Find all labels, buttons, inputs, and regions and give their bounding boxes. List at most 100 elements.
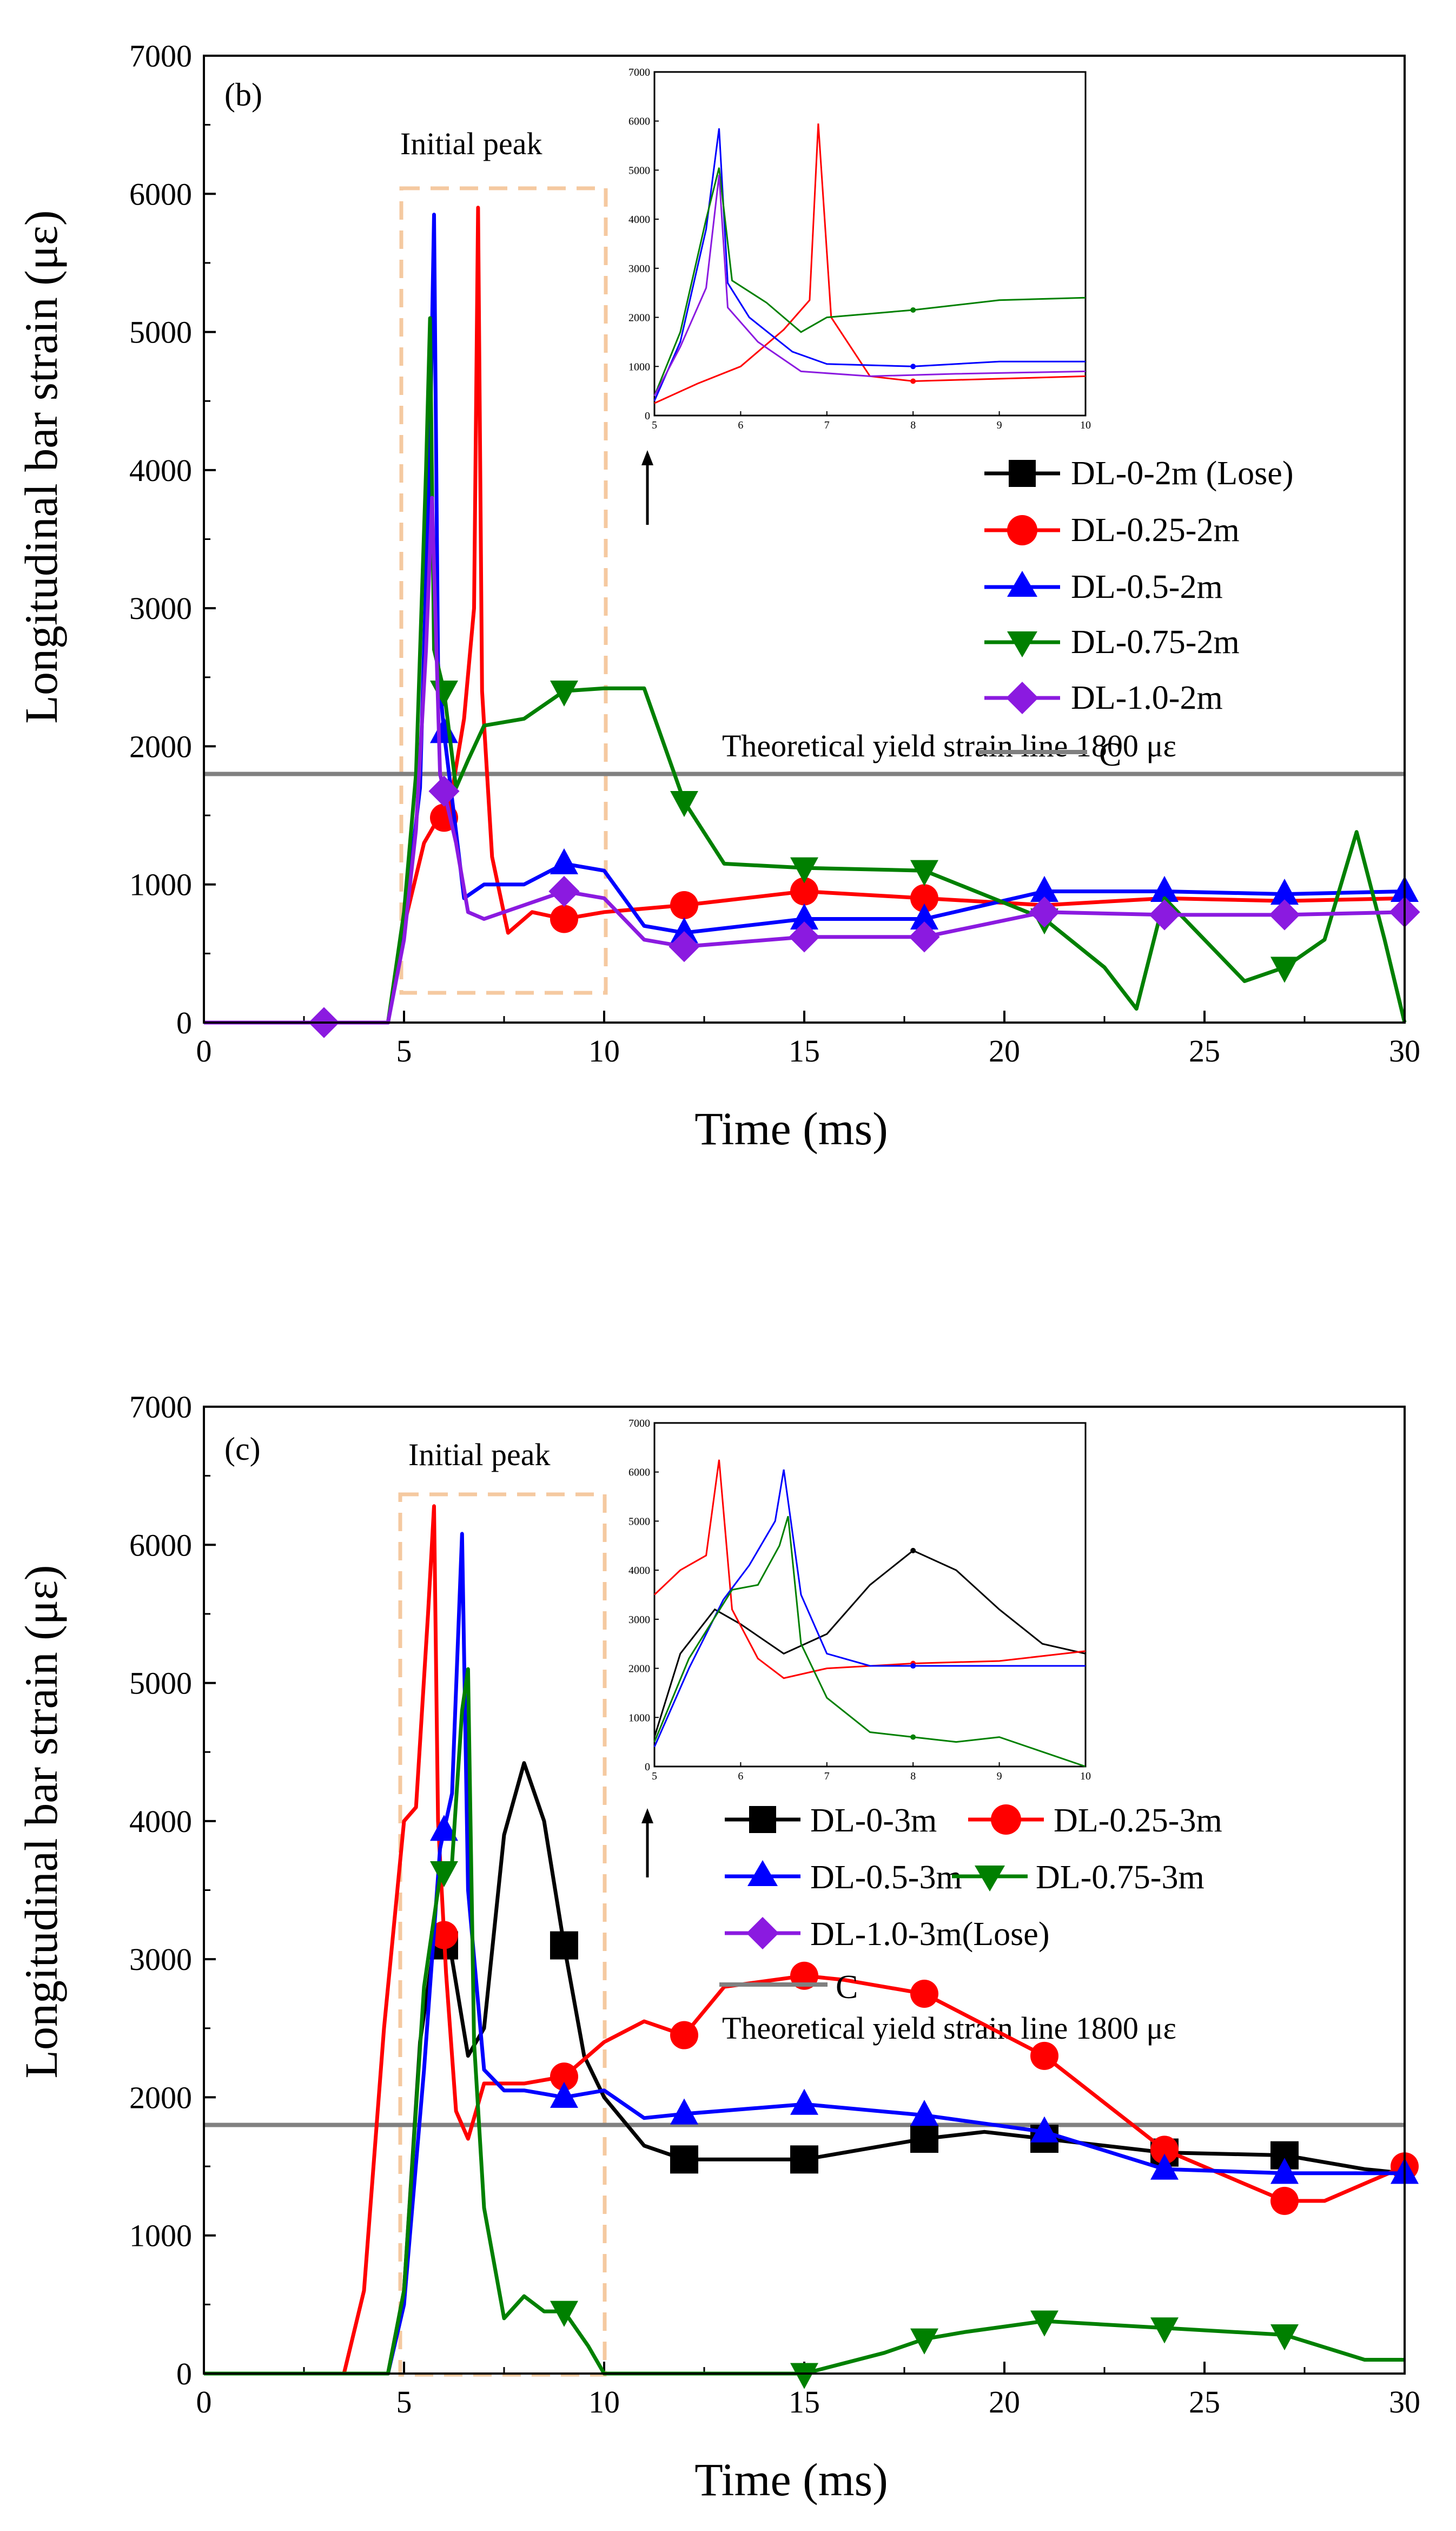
legend-label-dl-0.75-3m: DL-0.75-3m — [1036, 1859, 1204, 1896]
c-data-point-dl-0.25-3m — [1150, 2135, 1179, 2164]
c-data-point-dl-0.5-3m — [670, 2098, 698, 2125]
b-inset-line-dl-0.25 — [654, 123, 1086, 404]
b-inset-line-dl-0.75 — [653, 167, 1086, 397]
b-inset-y-tick-label: 3000 — [628, 263, 650, 275]
c-data-point-dl-0.5-3m — [910, 2100, 938, 2126]
b-data-point-dl-1.0-2m — [669, 931, 700, 963]
panel-c-x-tick-labels: 0 5 10 15 20 25 30 — [196, 2384, 1421, 2420]
b-inset-point-dl-0.75 — [910, 307, 916, 313]
c-data-point-dl-0.5-3m — [1150, 2153, 1179, 2180]
c-inset-y-tick-label: 7000 — [628, 1418, 650, 1429]
b-y-tick-label: 5000 — [129, 315, 192, 350]
b-series-line-dl-0.75-2m — [204, 316, 1407, 1025]
c-x-tick-label: 5 — [396, 2384, 412, 2420]
panel-b-inset-frame — [653, 71, 1087, 417]
panel-c-chart: Longitudinal bar strain (με) Time (ms) 0… — [15, 1389, 1420, 2506]
legend-item-dl-1.0-3m: DL-1.0-3m(Lose) — [725, 1916, 1049, 1953]
b-inset-x-tick-label: 6 — [738, 419, 743, 431]
b-data-point-dl-1.0-2m — [1029, 897, 1060, 928]
c-inset-x-tick-label: 6 — [738, 1770, 743, 1782]
c-data-point-dl-0.75-3m — [790, 2363, 818, 2389]
b-data-point-dl-0.5-2m — [790, 903, 818, 930]
c-data-point-dl-0.5-3m — [790, 2088, 818, 2115]
c-inset-x-tick-label: 10 — [1080, 1770, 1091, 1782]
c-y-tick-label: 6000 — [129, 1527, 192, 1563]
c-data-point-dl-0-3m — [670, 2145, 698, 2174]
c-x-tick-label: 20 — [989, 2384, 1020, 2420]
panel-b-y-axis-label: Longitudinal bar strain (με) — [15, 210, 67, 723]
legend-item-dl-0.5-2m: DL-0.5-2m — [984, 569, 1223, 605]
b-x-tick-label: 20 — [989, 1033, 1020, 1069]
b-x-tick-label: 30 — [1389, 1033, 1420, 1069]
panel-b-yield-label: Theoretical yield strain line 1800 με — [722, 728, 1176, 763]
c-data-point-dl-0.25-3m — [550, 2062, 578, 2091]
panel-c-inset-frame — [653, 1422, 1087, 1768]
b-data-point-dl-1.0-2m — [909, 921, 940, 953]
legend-label-dl-1.0-2m: DL-1.0-2m — [1071, 680, 1223, 716]
legend-label-dl-0.5-3m: DL-0.5-3m — [810, 1859, 962, 1896]
c-inset-point-dl-0.75 — [910, 1734, 916, 1740]
panel-c-legend: DL-0-3m DL-0.25-3m DL-0.5-3m DL-0.75-3m — [719, 1802, 1222, 2006]
legend-item-dl-0.25-3m: DL-0.25-3m — [968, 1802, 1222, 1839]
c-inset-line-dl-0.25 — [653, 1459, 1086, 1679]
c-inset-x-tick-label: 7 — [824, 1770, 830, 1782]
b-inset-y-tick-label: 2000 — [628, 312, 650, 324]
b-data-point-dl-0.5-2m — [910, 903, 938, 930]
b-inset-line-dl-1.0 — [653, 175, 1086, 397]
c-x-tick-label: 25 — [1189, 2384, 1220, 2420]
panel-b-initial-peak-box — [399, 186, 608, 995]
legend-item-dl-0.5-3m: DL-0.5-3m — [725, 1859, 962, 1896]
c-y-tick-label: 2000 — [129, 2080, 192, 2115]
panel-c-initial-peak-label: Initial peak — [408, 1437, 551, 1472]
c-series-line-dl-0.25-3m — [204, 1504, 1406, 2376]
legend-item-dl-0-2m: DL-0-2m (Lose) — [984, 455, 1293, 492]
panel-c-inset-ticks: 5 6 7 8 9 10 0 1000 2000 3000 4000 5000 6000 7000 — [628, 1418, 1091, 1782]
b-inset-y-tick-label: 1000 — [628, 361, 650, 373]
b-data-point-dl-0.5-2m — [1030, 875, 1058, 902]
panel-b-y-tick-labels: 0 1000 2000 3000 4000 5000 6000 7000 — [129, 38, 192, 1040]
b-data-point-dl-0.75-2m — [670, 791, 698, 818]
b-y-tick-label: 6000 — [129, 176, 192, 212]
legend-item-c-panel-c: C — [719, 1969, 858, 2006]
b-inset-y-tick-label: 4000 — [628, 214, 650, 226]
b-inset-line-dl-0.5 — [653, 128, 1086, 401]
c-data-point-dl-0.75-3m — [550, 2301, 578, 2327]
c-inset-x-tick-label: 5 — [652, 1770, 657, 1782]
c-data-point-dl-0.5-3m — [1030, 2116, 1058, 2143]
b-x-tick-label: 25 — [1189, 1033, 1220, 1069]
panel-b-initial-peak-label: Initial peak — [400, 126, 542, 161]
panel-c-y-axis-label: Longitudinal bar strain (με) — [15, 1565, 67, 2078]
c-inset-point-dl-0 — [910, 1547, 916, 1553]
c-inset-y-tick-label: 4000 — [628, 1565, 650, 1577]
b-y-tick-label: 1000 — [129, 867, 192, 902]
c-inset-y-tick-label: 1000 — [628, 1712, 650, 1724]
c-y-tick-label: 0 — [176, 2356, 192, 2391]
c-y-tick-label: 3000 — [129, 1942, 192, 1977]
c-data-point-dl-0.75-3m — [430, 1861, 458, 1888]
b-data-point-dl-0.25-2m — [550, 905, 578, 933]
c-inset-y-tick-label: 5000 — [628, 1515, 650, 1527]
c-inset-point-dl-0.5 — [910, 1663, 916, 1669]
legend-item-dl-0-3m: DL-0-3m — [725, 1802, 937, 1839]
panel-c-inset: 5 6 7 8 9 10 0 1000 2000 3000 4000 5000 6000 7000 — [628, 1418, 1091, 1782]
panel-c-plot-frame — [203, 1406, 1406, 2375]
c-data-point-dl-0.5-3m — [550, 2081, 578, 2108]
panel-b-legend: DL-0-2m (Lose) DL-0.25-2m DL-0.5-2m DL-0… — [979, 455, 1293, 773]
c-x-tick-label: 0 — [196, 2384, 212, 2420]
c-data-point-dl-0.5-3m — [1270, 2158, 1299, 2184]
b-data-point-dl-1.0-2m — [428, 775, 460, 807]
legend-item-dl-0.75-3m: DL-0.75-3m — [952, 1859, 1204, 1896]
c-y-tick-label: 4000 — [129, 1804, 192, 1839]
b-y-tick-label: 0 — [176, 1005, 192, 1040]
c-x-tick-label: 30 — [1389, 2384, 1420, 2420]
b-data-point-dl-0.5-2m — [1270, 878, 1299, 905]
c-data-point-dl-0-3m — [910, 2125, 938, 2153]
b-inset-y-tick-label: 6000 — [628, 116, 650, 128]
b-y-tick-label: 7000 — [129, 38, 192, 74]
b-data-point-dl-0.75-2m — [1270, 957, 1299, 983]
b-data-point-dl-1.0-2m — [1149, 899, 1180, 931]
legend-label-dl-1.0-3m: DL-1.0-3m(Lose) — [810, 1916, 1049, 1953]
panel-b-arrow — [641, 450, 653, 525]
legend-label-dl-0-3m: DL-0-3m — [810, 1802, 937, 1839]
panel-c-y-tick-labels: 0 1000 2000 3000 4000 5000 6000 7000 — [129, 1389, 192, 2391]
